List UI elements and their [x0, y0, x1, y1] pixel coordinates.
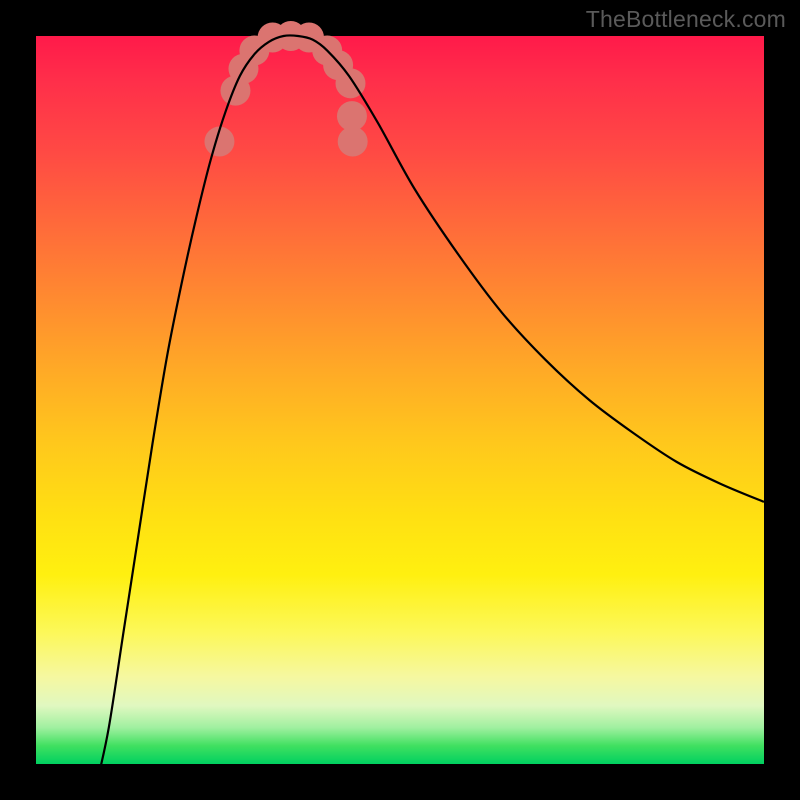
marker-group [204, 21, 367, 157]
watermark-text: TheBottleneck.com [586, 6, 786, 33]
plot-area [36, 36, 764, 764]
main-curve-line [98, 35, 764, 778]
chart-svg [36, 36, 764, 764]
curve-marker [338, 127, 368, 157]
